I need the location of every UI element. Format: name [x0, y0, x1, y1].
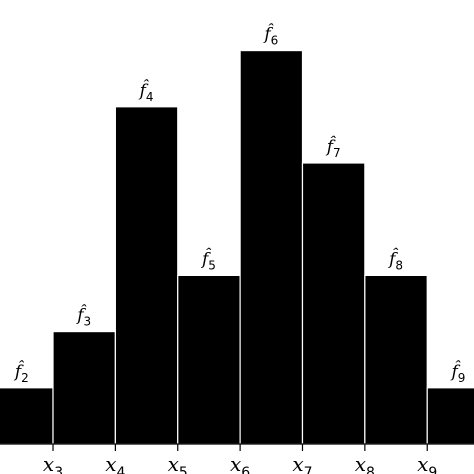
bar-labels-layer: f̂2f̂3f̂4f̂5f̂6f̂7f̂8f̂9 [13, 24, 466, 385]
bar-label-f-8-subscript: 8 [395, 258, 403, 272]
x-tick-label-5-subscript: 5 [179, 465, 188, 474]
bar-label-f-6: f̂6 [262, 24, 278, 48]
bar-label-f-5: f̂5 [200, 249, 216, 273]
bar-label-f-2-base: f̂ [13, 361, 25, 382]
x-tick-label-8-base: x [355, 452, 366, 474]
histogram-bar-5 [177, 274, 241, 445]
histogram-bar-2 [0, 387, 54, 445]
bar-label-f-7-subscript: 7 [333, 146, 341, 160]
bar-label-f-2-subscript: 2 [21, 371, 29, 385]
x-tick-label-5: x5 [168, 452, 188, 474]
x-tick-label-3: x3 [43, 452, 63, 474]
bar-label-f-4-base: f̂ [138, 80, 150, 101]
bar-label-f-7-base: f̂ [325, 136, 337, 157]
bar-label-f-5-subscript: 5 [208, 258, 216, 272]
x-tick-label-3-subscript: 3 [54, 465, 63, 474]
histogram-bar-4 [114, 106, 179, 445]
bar-label-f-9: f̂9 [449, 361, 465, 385]
x-tick-label-4-subscript: 4 [117, 465, 126, 474]
x-tick-label-3-base: x [43, 452, 54, 474]
x-tick-label-2: x2 [0, 452, 1, 474]
bar-label-f-7: f̂7 [325, 136, 341, 160]
x-tick-label-7-subscript: 7 [304, 465, 313, 474]
bar-label-f-5-base: f̂ [200, 249, 212, 270]
x-tick-label-6-subscript: 6 [241, 465, 250, 474]
bar-label-f-6-subscript: 6 [271, 34, 279, 48]
bars-layer [0, 49, 474, 445]
x-tick-label-9-base: x [417, 452, 428, 474]
bar-label-f-4-subscript: 4 [146, 90, 154, 104]
bar-label-f-3-subscript: 3 [84, 315, 92, 329]
x-tick-label-9: x9 [417, 452, 437, 474]
bar-label-f-2: f̂2 [13, 361, 29, 385]
histogram-bar-9 [426, 387, 474, 445]
histogram-bar-7 [301, 162, 366, 445]
x-tick-label-7-base: x [292, 452, 303, 474]
bar-label-f-6-base: f̂ [262, 24, 274, 45]
x-tick-label-9-subscript: 9 [428, 465, 437, 474]
x-tick-label-7: x7 [292, 452, 312, 474]
histogram-bar-6 [239, 49, 304, 445]
bar-label-f-8: f̂8 [387, 249, 403, 273]
x-tick-label-4: x4 [105, 452, 125, 474]
x-tick-label-4-base: x [105, 452, 116, 474]
bar-label-f-3: f̂3 [75, 305, 91, 329]
bar-label-f-4: f̂4 [138, 80, 154, 104]
x-tick-label-8-subscript: 8 [366, 465, 375, 474]
bar-label-f-3-base: f̂ [75, 305, 87, 326]
x-ticks-layer: x2x3x4x5x6x7x8x9 [0, 444, 437, 474]
x-tick-label-6-base: x [230, 452, 241, 474]
bar-label-f-9-subscript: 9 [458, 371, 466, 385]
x-tick-label-2-subscript: 2 [0, 465, 1, 474]
bar-label-f-8-base: f̂ [387, 249, 399, 270]
histogram-bar-3 [52, 330, 116, 445]
histogram-bar-8 [364, 274, 428, 445]
x-tick-label-8: x8 [355, 452, 375, 474]
x-tick-label-5-base: x [168, 452, 179, 474]
bar-label-f-9-base: f̂ [449, 361, 461, 382]
x-tick-label-6: x6 [230, 452, 250, 474]
